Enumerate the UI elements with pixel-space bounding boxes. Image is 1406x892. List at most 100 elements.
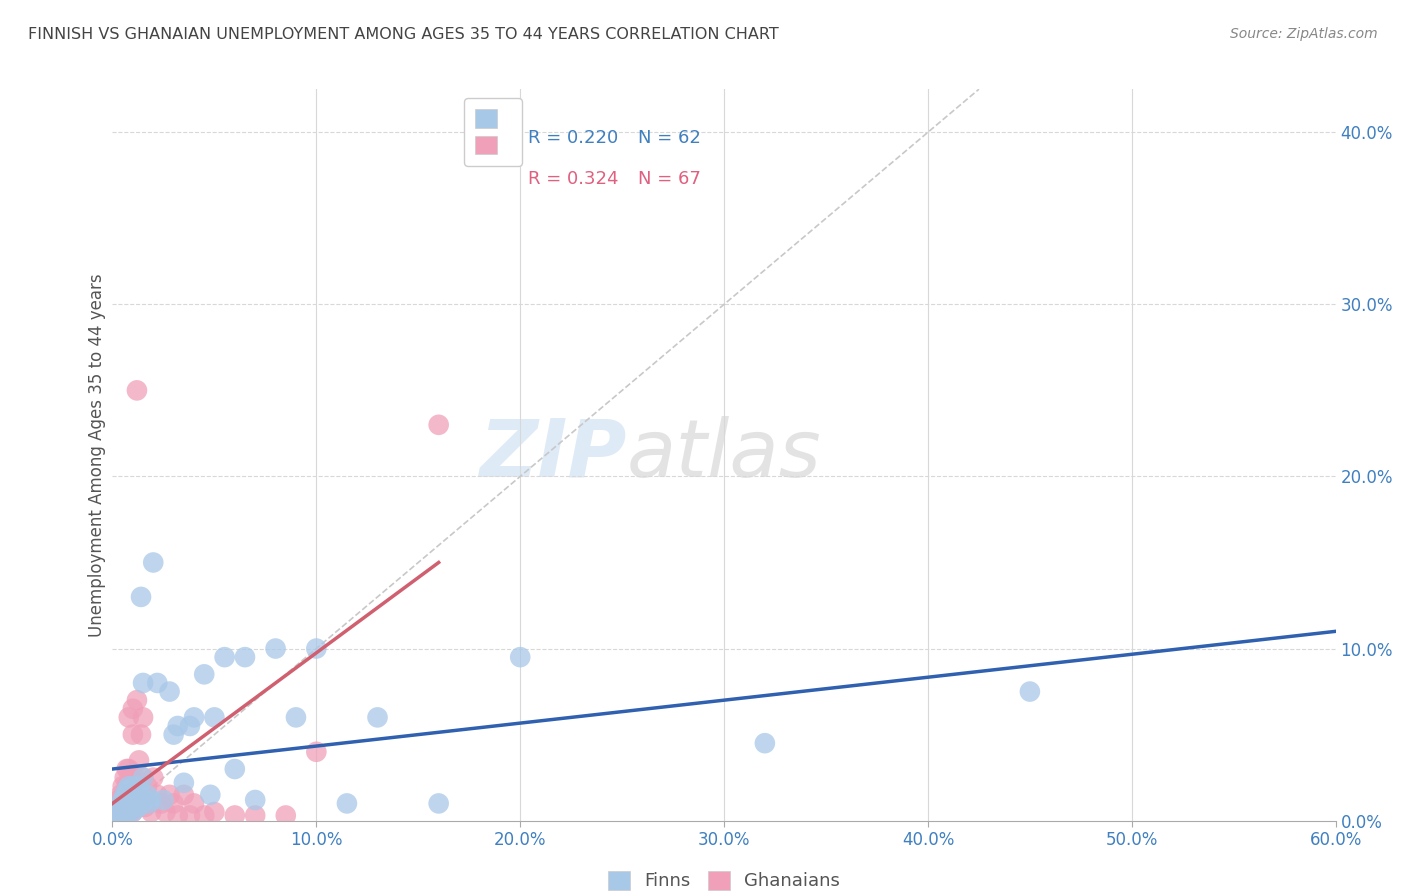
Point <box>120 788 142 802</box>
Point <box>107 810 129 824</box>
Point <box>114 800 136 814</box>
Point <box>115 762 138 776</box>
Point <box>122 779 145 793</box>
Point <box>274 808 297 822</box>
Point <box>115 797 138 811</box>
Point <box>107 808 129 822</box>
Point <box>125 782 148 797</box>
Point <box>107 793 129 807</box>
Point <box>132 676 155 690</box>
Legend: Finns, Ghanaians: Finns, Ghanaians <box>599 862 849 892</box>
Point <box>115 782 138 797</box>
Point <box>110 805 132 819</box>
Point <box>204 710 226 724</box>
Point <box>120 771 142 785</box>
Point <box>214 650 236 665</box>
Point <box>152 793 174 807</box>
Text: R = 0.220: R = 0.220 <box>529 129 619 147</box>
Point <box>105 805 128 819</box>
Point <box>224 808 246 822</box>
Point <box>193 667 215 681</box>
Point <box>136 788 159 802</box>
Point <box>183 710 205 724</box>
Point <box>305 745 328 759</box>
Point <box>754 736 776 750</box>
Text: FINNISH VS GHANAIAN UNEMPLOYMENT AMONG AGES 35 TO 44 YEARS CORRELATION CHART: FINNISH VS GHANAIAN UNEMPLOYMENT AMONG A… <box>28 27 779 42</box>
Point <box>336 797 359 811</box>
Point <box>173 788 195 802</box>
Point <box>132 771 155 785</box>
Point <box>118 779 141 793</box>
Point <box>122 805 145 819</box>
Point <box>114 808 136 822</box>
Point <box>509 650 531 665</box>
Point <box>105 805 128 819</box>
Point <box>166 808 188 822</box>
Point <box>115 779 138 793</box>
Text: N = 67: N = 67 <box>638 169 702 187</box>
Point <box>122 702 145 716</box>
Point <box>118 762 141 776</box>
Point <box>122 779 145 793</box>
Point <box>427 417 450 432</box>
Point <box>166 719 188 733</box>
Point <box>200 788 222 802</box>
Point <box>118 793 141 807</box>
Point <box>111 810 134 824</box>
Text: atlas: atlas <box>626 416 821 494</box>
Point <box>114 788 136 802</box>
Point <box>124 771 146 785</box>
Point <box>146 788 169 802</box>
Point <box>110 808 132 822</box>
Point <box>173 776 195 790</box>
Text: Source: ZipAtlas.com: Source: ZipAtlas.com <box>1230 27 1378 41</box>
Point <box>128 779 150 793</box>
Point <box>103 808 125 822</box>
Point <box>366 710 388 724</box>
Point <box>142 771 165 785</box>
Point <box>245 808 267 822</box>
Point <box>245 793 267 807</box>
Point <box>150 797 173 811</box>
Text: R = 0.324: R = 0.324 <box>529 169 619 187</box>
Point <box>111 793 134 807</box>
Point <box>138 797 160 811</box>
Point <box>124 788 146 802</box>
Point <box>105 810 128 824</box>
Point <box>118 805 141 819</box>
Point <box>107 800 129 814</box>
Point <box>122 805 145 819</box>
Point <box>115 808 138 822</box>
Point <box>224 762 246 776</box>
Point <box>118 805 141 819</box>
Point <box>284 710 308 724</box>
Point <box>132 771 155 785</box>
Point <box>146 676 169 690</box>
Point <box>110 805 132 819</box>
Point <box>305 641 328 656</box>
Point <box>138 797 160 811</box>
Point <box>1018 684 1040 698</box>
Point <box>128 800 150 814</box>
Point <box>122 728 145 742</box>
Point <box>125 788 148 802</box>
Point <box>128 797 150 811</box>
Point <box>163 728 186 742</box>
Point <box>125 384 148 398</box>
Point <box>110 797 132 811</box>
Point <box>193 808 215 822</box>
Point <box>129 590 152 604</box>
Text: N = 62: N = 62 <box>638 129 702 147</box>
Point <box>107 801 129 815</box>
Point <box>110 788 132 802</box>
Y-axis label: Unemployment Among Ages 35 to 44 years: Unemployment Among Ages 35 to 44 years <box>87 273 105 637</box>
Point <box>111 808 134 822</box>
Point <box>124 800 146 814</box>
Point <box>118 710 141 724</box>
Point <box>110 800 132 814</box>
Point <box>118 788 141 802</box>
Point <box>179 808 201 822</box>
Point <box>141 805 163 819</box>
Point <box>134 800 156 814</box>
Point <box>159 788 181 802</box>
